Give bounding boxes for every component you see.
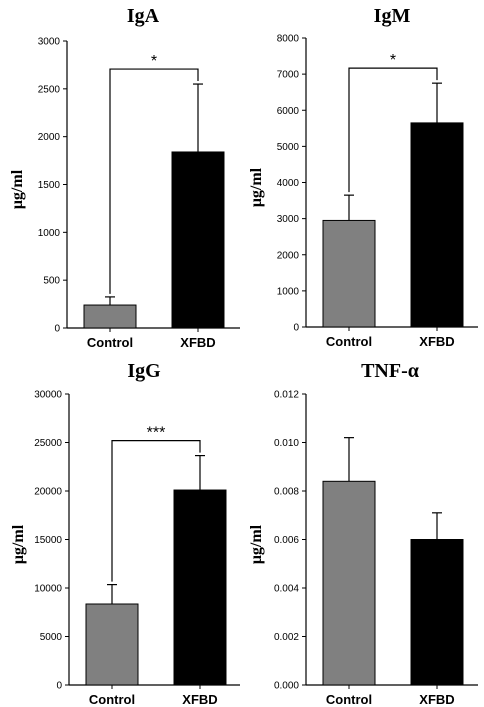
y-tick-label: 0.010 <box>274 438 299 449</box>
y-tick-label: 4000 <box>277 178 300 189</box>
y-tick-label: 0.006 <box>274 535 299 546</box>
y-tick-label: 30000 <box>34 390 62 401</box>
x-tick-label: Control <box>87 335 133 350</box>
y-axis-label: μg/ml <box>9 169 26 209</box>
y-axis-label: μg/ml <box>248 167 265 207</box>
y-tick-label: 2000 <box>277 250 300 261</box>
y-tick-label: 20000 <box>34 487 62 498</box>
bar-control <box>322 219 376 328</box>
significance-label: *** <box>147 425 166 442</box>
bar-xfbd <box>171 151 225 329</box>
panel-2: IgG μg/ml 0 5000 10000 15000 20000 25000 30000 Co… <box>10 360 240 707</box>
y-tick-label: 0.002 <box>274 632 299 643</box>
y-tick-label: 0 <box>56 681 62 692</box>
bar-xfbd <box>173 489 227 686</box>
y-tick-label: 3000 <box>38 37 61 48</box>
chart-title: IgG <box>127 360 161 382</box>
x-tick-label: Control <box>326 692 372 707</box>
x-tick-label: XFBD <box>419 334 454 349</box>
y-tick-label: 0 <box>293 323 299 334</box>
y-tick-label: 2500 <box>38 84 61 95</box>
y-tick-label: 2000 <box>38 132 61 143</box>
bar-control <box>322 480 376 686</box>
chart-title: IgA <box>127 5 160 27</box>
y-tick-label: 6000 <box>277 106 300 117</box>
significance-label: * <box>151 53 157 70</box>
panel-3: TNF-α μg/ml 0.000 0.002 0.004 0.006 0.008 0.010… <box>248 360 478 707</box>
y-tick-label: 0.012 <box>274 390 299 401</box>
y-tick-label: 10000 <box>34 584 62 595</box>
x-tick-label: XFBD <box>182 692 217 707</box>
bar-control <box>85 603 139 686</box>
y-tick-label: 0 <box>54 324 60 335</box>
x-tick-label: Control <box>326 334 372 349</box>
significance-bracket <box>109 68 199 294</box>
y-axis-label: μg/ml <box>248 524 265 564</box>
bar-control <box>83 304 137 329</box>
y-tick-label: 500 <box>43 276 60 287</box>
bar-xfbd <box>410 122 464 328</box>
significance-bracket <box>348 67 438 193</box>
significance-label: * <box>390 52 396 69</box>
chart-title: IgM <box>374 5 411 27</box>
y-tick-label: 1000 <box>277 286 300 297</box>
y-tick-label: 0.000 <box>274 681 299 692</box>
panel-0: IgA μg/ml 0 500 1000 1500 2000 2500 3000 Control X… <box>9 5 240 350</box>
x-tick-label: XFBD <box>180 335 215 350</box>
y-tick-label: 3000 <box>277 214 300 225</box>
y-tick-label: 0.008 <box>274 487 299 498</box>
y-tick-label: 1500 <box>38 180 61 191</box>
y-axis-label: μg/ml <box>10 524 27 564</box>
y-tick-label: 5000 <box>277 142 300 153</box>
y-tick-label: 7000 <box>277 70 300 81</box>
y-tick-label: 1000 <box>38 228 61 239</box>
y-tick-label: 5000 <box>40 632 63 643</box>
panel-1: IgM μg/ml 0 1000 2000 3000 4000 5000 6000 7000 800… <box>248 5 478 349</box>
y-tick-label: 25000 <box>34 438 62 449</box>
x-tick-label: Control <box>89 692 135 707</box>
x-tick-label: XFBD <box>419 692 454 707</box>
y-tick-label: 8000 <box>277 34 300 45</box>
y-tick-label: 15000 <box>34 535 62 546</box>
chart-title: TNF-α <box>361 360 419 382</box>
bar-xfbd <box>410 539 464 686</box>
significance-bracket <box>111 439 201 582</box>
y-tick-label: 0.004 <box>274 584 299 595</box>
